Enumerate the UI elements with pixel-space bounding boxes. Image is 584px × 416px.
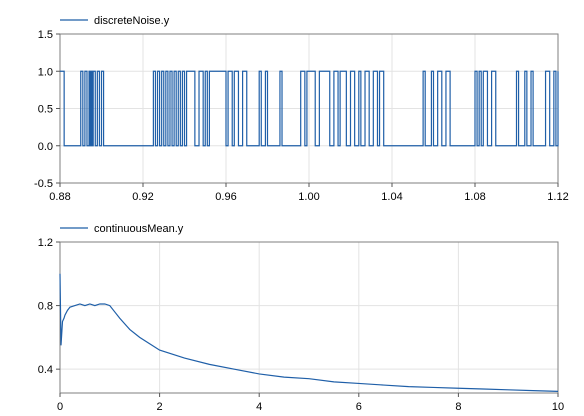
x-tick-label: 10 [552, 401, 564, 413]
x-tick-label: 0.96 [215, 191, 236, 203]
series-line-1 [60, 70, 559, 147]
y-tick-label: 0.8 [38, 301, 53, 313]
chart-1: 0.88 0.92 0.96 1.00 1.04 1.08 1.12 -0.5 0.0 0.5 1.… [34, 15, 569, 203]
legend-label: discreteNoise.y [94, 15, 170, 27]
x-tick-label: 0 [57, 401, 63, 413]
x-tick-label: 4 [256, 401, 262, 413]
x-tick-label: 1.04 [381, 191, 402, 203]
x-tick-label: 0.92 [132, 191, 153, 203]
y-tick-label: 1.0 [38, 66, 53, 78]
x-tick-label: 1.08 [464, 191, 485, 203]
x-tick-label: 1.00 [298, 191, 319, 203]
y-tick-label: 0.5 [38, 104, 53, 116]
x-tick-label: 8 [455, 401, 461, 413]
x-tick-label: 0.88 [49, 191, 70, 203]
series-line-1 [59, 273, 559, 393]
chart-2: 0 2 4 6 8 10 0.4 0.8 1.2 continuousMean.y [38, 223, 564, 413]
x-tick-label: 1.12 [547, 191, 568, 203]
y-tick-label: 1.5 [38, 29, 53, 41]
y-tick-label: 1.2 [38, 237, 53, 249]
y-tick-label: -0.5 [34, 178, 53, 190]
x-tick-label: 2 [157, 401, 163, 413]
x-tick-label: 6 [356, 401, 362, 413]
y-tick-label: 0.4 [38, 364, 53, 376]
plot-frame [59, 241, 559, 394]
y-tick-label: 0.0 [38, 141, 53, 153]
legend-label: continuousMean.y [94, 223, 184, 235]
